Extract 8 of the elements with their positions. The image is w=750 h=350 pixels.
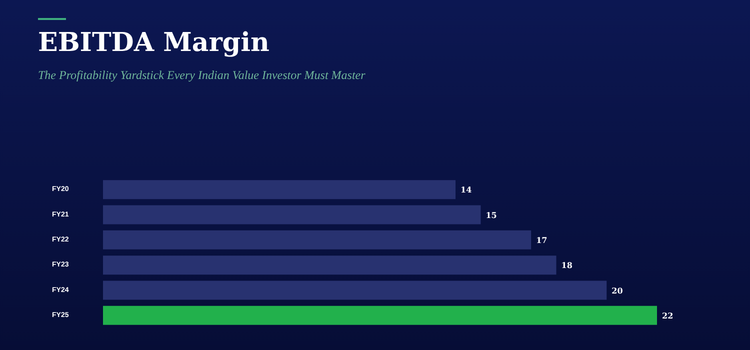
chart-subtitle: The Profitability Yardstick Every Indian Value Investor Must Master — [38, 68, 366, 83]
data-label: 18 — [561, 260, 573, 270]
data-label: 14 — [460, 184, 472, 195]
data-label: 20 — [612, 285, 624, 296]
chart-title: EBITDA Margin — [38, 28, 270, 58]
data-label: 22 — [662, 310, 674, 320]
data-label: 15 — [486, 210, 497, 220]
data-label: 17 — [536, 234, 548, 245]
